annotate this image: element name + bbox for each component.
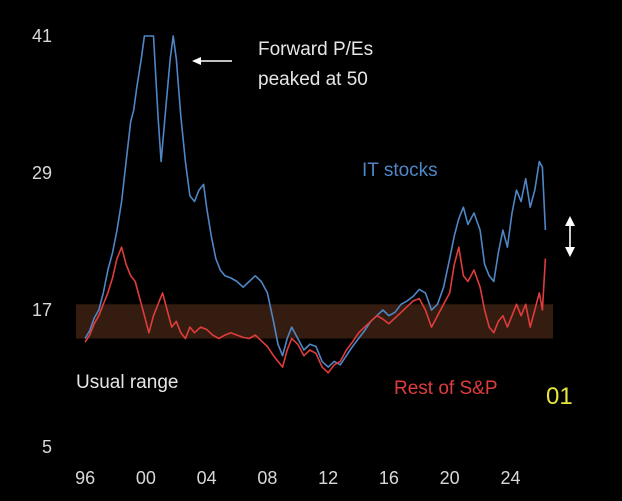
x-tick-label: 24 (500, 468, 520, 488)
y-tick-label: 29 (32, 163, 52, 183)
x-axis: 96 00 04 08 12 16 20 24 (75, 468, 520, 488)
x-tick-label: 00 (136, 468, 156, 488)
rest-of-sp-line (84, 246, 547, 374)
forward-pe-annotation-line1: Forward P/Es (258, 39, 373, 60)
series-layer (84, 35, 547, 374)
x-tick-label: 08 (257, 468, 277, 488)
usual-range-label: Usual range (76, 372, 178, 393)
x-tick-label: 20 (440, 468, 460, 488)
y-tick-label: 17 (32, 300, 52, 320)
x-tick-label: 16 (379, 468, 399, 488)
y-tick-label: 5 (42, 437, 52, 457)
usual-range-band (76, 304, 553, 339)
rest-of-sp-label: Rest of S&P (394, 378, 498, 399)
x-tick-label: 96 (75, 468, 95, 488)
forward-pe-annotation-line2: peaked at 50 (258, 69, 368, 90)
y-axis: 5 17 29 41 (32, 26, 52, 457)
corner-label: 01 (546, 383, 573, 410)
y-tick-label: 41 (32, 26, 52, 46)
it-stocks-line (84, 35, 547, 368)
gap-double-arrow (565, 216, 575, 257)
x-tick-label: 12 (318, 468, 338, 488)
it-stocks-label: IT stocks (362, 160, 438, 181)
x-tick-label: 04 (197, 468, 217, 488)
peak-arrow (192, 57, 232, 65)
